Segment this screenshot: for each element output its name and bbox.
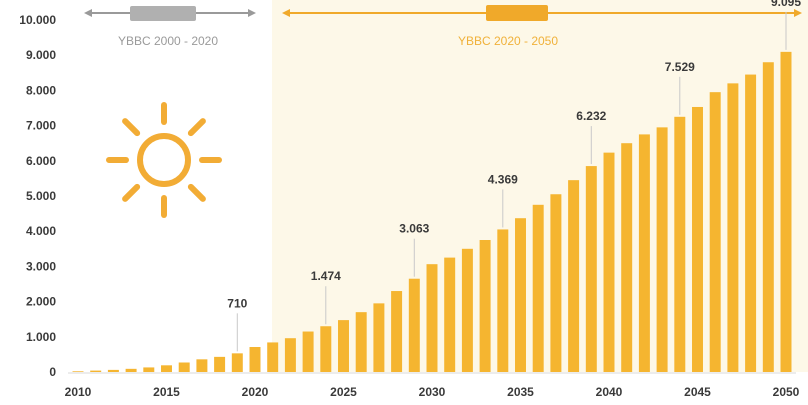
bar <box>196 359 208 372</box>
data-label: 9.095 <box>771 0 801 9</box>
sun-ray <box>187 183 206 202</box>
sun-disc <box>137 133 191 187</box>
period-annotations: YBBC 2000 - 2020 YBBC 2020 - 2050 <box>84 5 802 48</box>
bar <box>780 51 792 373</box>
y-tick-label: 6.000 <box>26 154 56 168</box>
bar <box>479 240 491 372</box>
bar <box>532 204 544 372</box>
x-tick-label: 2050 <box>773 385 800 399</box>
orange-period-label: YBBC 2020 - 2050 <box>458 34 558 48</box>
bar <box>603 152 615 372</box>
y-tick-label: 3.000 <box>26 259 56 273</box>
data-label: 4.369 <box>488 172 518 186</box>
bar <box>621 143 633 372</box>
y-tick-label: 9.000 <box>26 48 56 62</box>
y-tick-label: 4.000 <box>26 224 56 238</box>
bar <box>444 257 456 372</box>
bar <box>709 92 721 372</box>
bar <box>143 367 155 372</box>
sun-ray <box>187 118 206 137</box>
bar <box>284 338 296 372</box>
x-axis: 2010 2015 2020 2025 2030 2035 2040 2045 2050 <box>65 372 800 399</box>
data-label: 3.063 <box>399 222 429 236</box>
y-tick-label: 0 <box>49 365 56 379</box>
y-tick-label: 2.000 <box>26 295 56 309</box>
x-tick-label: 2030 <box>419 385 446 399</box>
grey-arrow-left-head <box>84 9 92 17</box>
bar <box>585 166 597 372</box>
bar <box>72 371 84 372</box>
sun-ray <box>122 183 141 202</box>
data-labels: 710 1.474 3.063 4.369 6.232 7.529 9.095 <box>227 0 801 352</box>
sun-ray <box>122 118 141 137</box>
orange-arrow-left-head <box>282 9 290 17</box>
grey-arrow-right-head <box>248 9 256 17</box>
bar <box>692 106 703 373</box>
bar <box>638 134 650 372</box>
y-tick-label: 5.000 <box>26 189 56 203</box>
grey-period-label: YBBC 2000 - 2020 <box>118 34 218 48</box>
bar <box>745 74 757 372</box>
data-label: 710 <box>227 296 247 310</box>
x-tick-label: 2045 <box>684 385 711 399</box>
bar <box>178 362 190 372</box>
bar <box>461 248 473 372</box>
data-label: 1.474 <box>311 269 341 283</box>
bar <box>391 291 403 372</box>
y-tick-label: 7.000 <box>26 119 56 133</box>
x-tick-label: 2035 <box>507 385 534 399</box>
bar <box>302 331 314 372</box>
y-tick-label: 10.000 <box>19 13 56 27</box>
bar <box>90 370 102 372</box>
grey-period-tag <box>130 6 196 21</box>
bar <box>267 342 279 372</box>
x-tick-label: 2040 <box>596 385 623 399</box>
y-axis: 0 1.000 2.000 3.000 4.000 5.000 6.000 7.000 8.00… <box>19 13 56 379</box>
bar <box>568 180 580 372</box>
bar <box>355 312 367 372</box>
bar <box>161 365 172 372</box>
bar <box>727 83 739 373</box>
bar <box>214 356 226 372</box>
bar <box>426 264 438 372</box>
bar <box>515 218 526 372</box>
orange-arrow-right-head <box>794 9 802 17</box>
bar <box>674 116 686 372</box>
bar <box>373 303 385 372</box>
y-tick-label: 1.000 <box>26 330 56 344</box>
bar <box>656 127 668 372</box>
bars <box>72 51 792 373</box>
x-tick-label: 2025 <box>330 385 357 399</box>
bar <box>320 326 332 372</box>
bar <box>107 369 119 372</box>
y-tick-label: 8.000 <box>26 83 56 97</box>
bar <box>125 368 137 372</box>
bar <box>762 62 774 373</box>
sun-icon <box>106 102 222 218</box>
x-tick-label: 2010 <box>65 385 92 399</box>
data-label: 6.232 <box>576 109 606 123</box>
orange-period-tag <box>486 5 548 21</box>
bar <box>231 353 243 372</box>
x-tick-label: 2020 <box>242 385 269 399</box>
bar <box>550 194 562 372</box>
bar <box>408 278 420 372</box>
bar <box>249 347 261 372</box>
bar <box>497 229 509 372</box>
x-tick-label: 2015 <box>153 385 180 399</box>
data-label: 7.529 <box>665 60 695 74</box>
bar <box>338 320 349 372</box>
